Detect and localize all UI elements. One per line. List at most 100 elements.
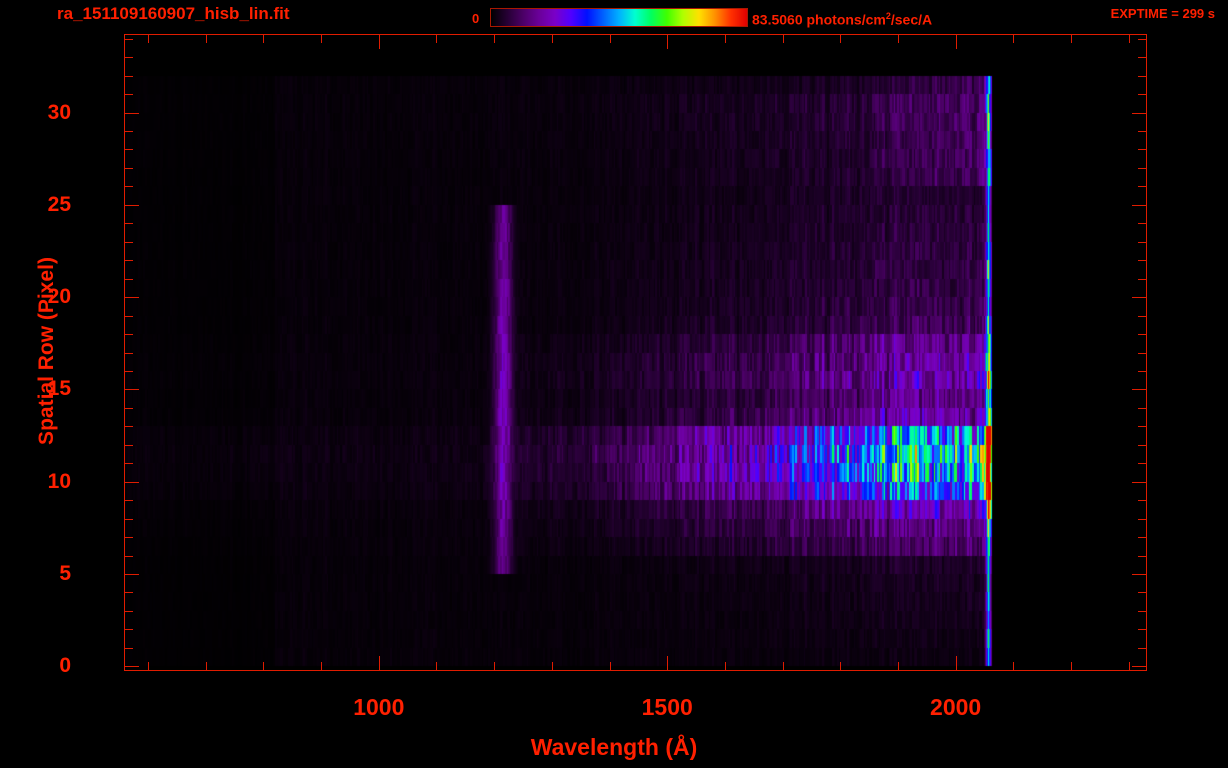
spectral-heatmap-image: [125, 35, 1146, 670]
y-axis-minor-tick: [125, 334, 133, 335]
x-axis-tick-label: 2000: [930, 694, 982, 720]
y-axis-major-tick: [125, 389, 139, 390]
x-axis-minor-tick-top: [148, 35, 149, 43]
x-axis-minor-tick: [898, 662, 899, 670]
x-axis-minor-tick-top: [494, 35, 495, 43]
y-axis-tick-label: 0: [59, 654, 71, 678]
y-axis-minor-tick: [125, 556, 133, 557]
y-axis-minor-tick-right: [1138, 242, 1146, 243]
x-axis-tick-label: 1500: [641, 694, 693, 720]
colorbar-units-exponent: 2: [885, 11, 891, 21]
y-axis-minor-tick: [125, 426, 133, 427]
y-axis-minor-tick-right: [1138, 556, 1146, 557]
y-axis-minor-tick-right: [1138, 408, 1146, 409]
y-axis-minor-tick-right: [1138, 648, 1146, 649]
x-axis-minor-tick: [1129, 662, 1130, 670]
x-axis-minor-tick-top: [898, 35, 899, 43]
x-axis-minor-tick-top: [1129, 35, 1130, 43]
y-axis-minor-tick: [125, 168, 133, 169]
x-axis-major-tick: [379, 656, 380, 670]
exptime-label: EXPTIME = 299 s: [1110, 6, 1215, 21]
x-axis-minor-tick: [1071, 662, 1072, 670]
x-axis-minor-tick-top: [1013, 35, 1014, 43]
y-axis-tick-label: 15: [47, 377, 71, 401]
x-axis-minor-tick-top: [552, 35, 553, 43]
y-axis-minor-tick-right: [1138, 168, 1146, 169]
plot-frame: [124, 34, 1147, 671]
colorbar-units: photons/cm: [806, 11, 886, 28]
y-axis-minor-tick: [125, 408, 133, 409]
y-axis-minor-tick-right: [1138, 39, 1146, 40]
y-axis-minor-tick: [125, 76, 133, 77]
x-axis-minor-tick: [840, 662, 841, 670]
y-axis-minor-tick-right: [1138, 445, 1146, 446]
x-axis-minor-tick-top: [321, 35, 322, 43]
y-axis-minor-tick: [125, 260, 133, 261]
y-axis-tick-label: 25: [47, 192, 71, 216]
y-axis-minor-tick-right: [1138, 149, 1146, 150]
y-axis-minor-tick-right: [1138, 57, 1146, 58]
x-axis-minor-tick-top: [206, 35, 207, 43]
x-axis-minor-tick: [263, 662, 264, 670]
y-axis-minor-tick: [125, 353, 133, 354]
y-axis-minor-tick-right: [1138, 353, 1146, 354]
x-axis-major-tick-top: [956, 35, 957, 49]
y-axis-major-tick-right: [1132, 574, 1146, 575]
x-axis-minor-tick-top: [263, 35, 264, 43]
y-axis-minor-tick: [125, 149, 133, 150]
y-axis-minor-tick-right: [1138, 537, 1146, 538]
y-axis-minor-tick-right: [1138, 611, 1146, 612]
x-axis-tick-label: 1000: [353, 694, 405, 720]
y-axis-major-tick-right: [1132, 113, 1146, 114]
y-axis-minor-tick-right: [1138, 260, 1146, 261]
x-axis-minor-tick: [494, 662, 495, 670]
y-axis-minor-tick: [125, 94, 133, 95]
y-axis-major-tick: [125, 574, 139, 575]
y-axis-major-tick-right: [1132, 205, 1146, 206]
y-axis-minor-tick: [125, 611, 133, 612]
y-axis-major-tick-right: [1132, 482, 1146, 483]
x-axis-major-tick: [667, 656, 668, 670]
y-axis-major-tick: [125, 113, 139, 114]
page-title: ra_151109160907_hisb_lin.fit: [57, 4, 290, 23]
y-axis-minor-tick: [125, 57, 133, 58]
y-axis-minor-tick-right: [1138, 426, 1146, 427]
y-axis-major-tick: [125, 666, 139, 667]
y-axis-minor-tick-right: [1138, 131, 1146, 132]
x-axis-minor-tick: [610, 662, 611, 670]
y-axis-minor-tick-right: [1138, 76, 1146, 77]
x-axis-major-tick: [956, 656, 957, 670]
x-axis-title: Wavelength (Å): [530, 734, 698, 760]
y-axis-minor-tick-right: [1138, 279, 1146, 280]
x-axis-minor-tick: [206, 662, 207, 670]
colorbar-max-label: 83.5060 photons/cm2/sec/A: [752, 11, 932, 28]
y-axis-major-tick: [125, 205, 139, 206]
x-axis-minor-tick: [1013, 662, 1014, 670]
x-axis-minor-tick-top: [840, 35, 841, 43]
y-axis-minor-tick: [125, 629, 133, 630]
colorbar-units-tail: /sec/A: [890, 11, 933, 28]
y-axis-minor-tick-right: [1138, 94, 1146, 95]
x-axis-major-tick-top: [667, 35, 668, 49]
y-axis-minor-tick: [125, 186, 133, 187]
y-axis-minor-tick-right: [1138, 500, 1146, 501]
colorbar-gradient: [490, 8, 748, 27]
x-axis-minor-tick-top: [783, 35, 784, 43]
y-axis-minor-tick: [125, 537, 133, 538]
y-axis-minor-tick-right: [1138, 592, 1146, 593]
colorbar-max-value: 83.5060: [752, 11, 803, 28]
y-axis-major-tick-right: [1132, 666, 1146, 667]
y-axis-minor-tick-right: [1138, 519, 1146, 520]
y-axis-minor-tick: [125, 223, 133, 224]
x-axis-minor-tick-top: [436, 35, 437, 43]
y-axis-title: Spatial Row (Pixel): [35, 257, 58, 445]
x-axis-minor-tick: [552, 662, 553, 670]
x-axis-minor-tick: [725, 662, 726, 670]
y-axis-minor-tick-right: [1138, 629, 1146, 630]
y-axis-minor-tick: [125, 519, 133, 520]
x-axis-minor-tick-top: [725, 35, 726, 43]
y-axis-minor-tick: [125, 316, 133, 317]
x-axis-minor-tick-top: [1071, 35, 1072, 43]
x-axis-major-tick-top: [379, 35, 380, 49]
